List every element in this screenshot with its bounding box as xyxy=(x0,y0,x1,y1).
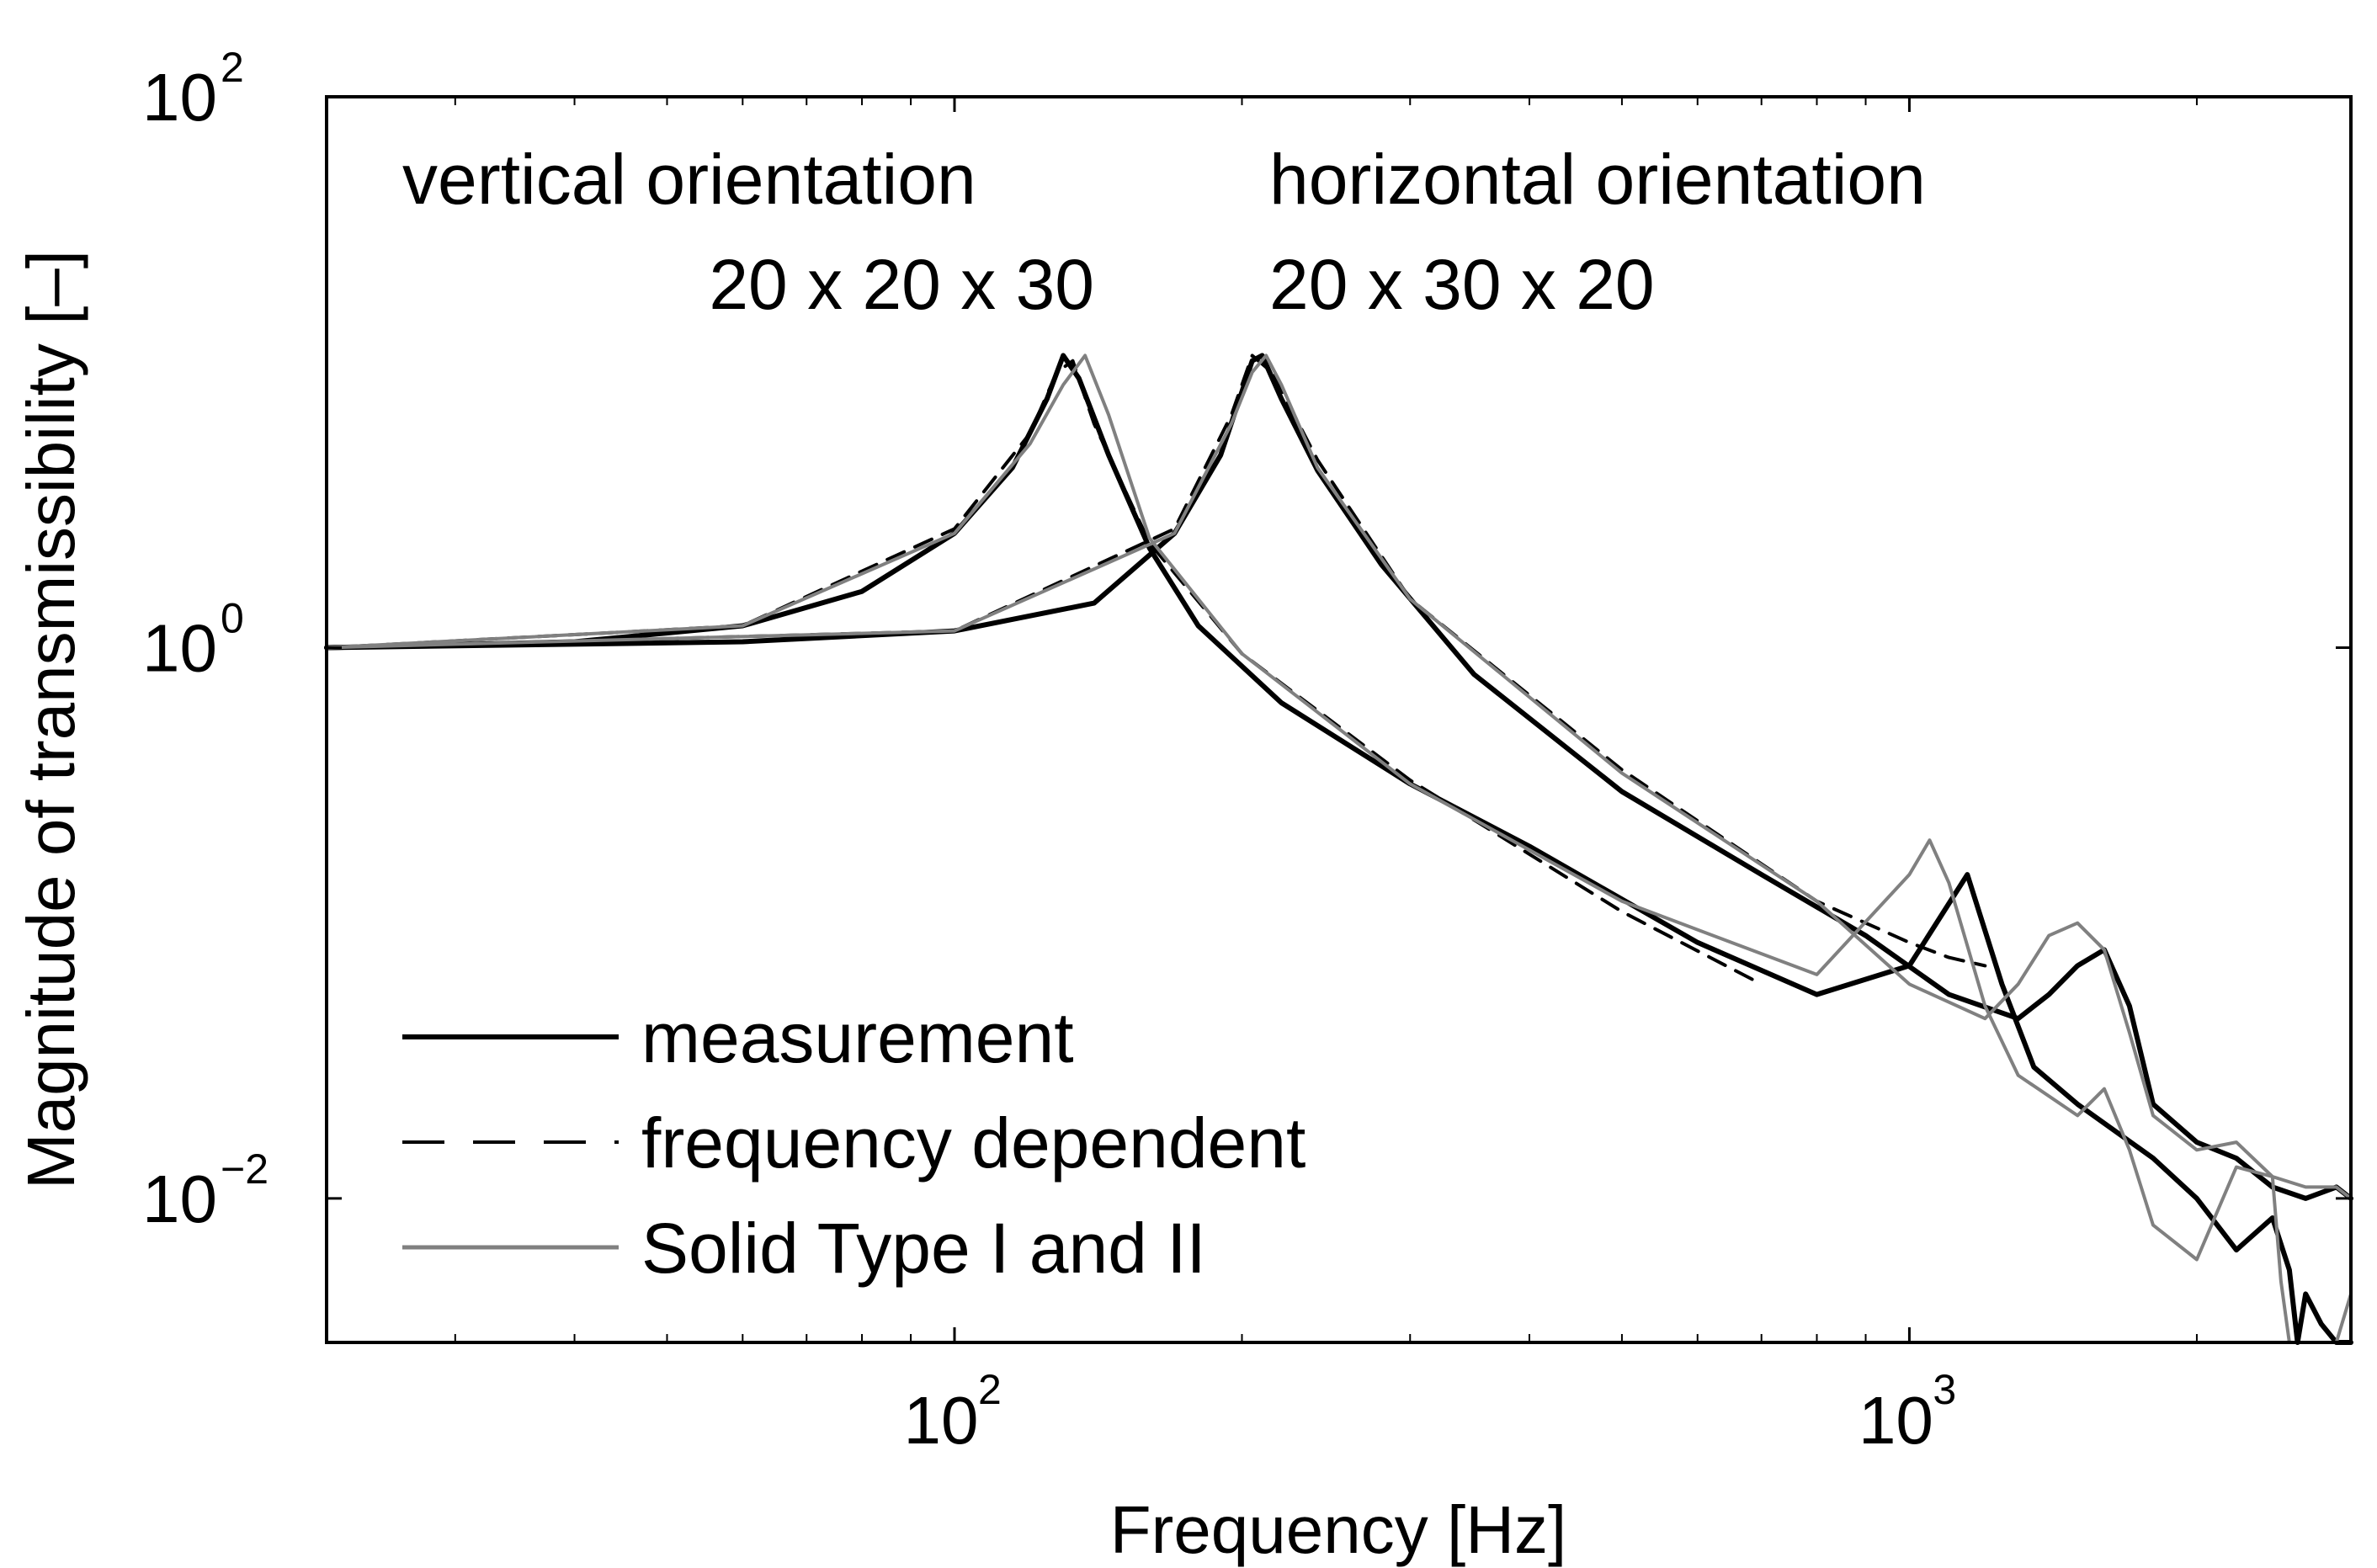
plot-area-frame xyxy=(325,95,2353,1344)
x-axis-label: Frequency [Hz] xyxy=(1110,1492,1566,1567)
x-tick-label: 10 xyxy=(903,1383,978,1458)
series-line-frequency-dependent-vertical xyxy=(325,359,1763,986)
ticks-layer: 10 2 10 310 210 010 −2 xyxy=(142,44,2351,1458)
y-tick-label: 10 xyxy=(142,610,217,685)
y-tick-label: 10 xyxy=(142,1161,217,1236)
series-line-solid-type-i-and-ii-horizontal xyxy=(325,353,2353,1200)
x-tick-label: 10 xyxy=(1859,1383,1933,1458)
y-tick-label: 10 xyxy=(142,60,217,135)
y-axis-label: Magnitude of transmissibility [–] xyxy=(13,250,88,1189)
annotation-horizontal-dims: 20 x 30 x 20 xyxy=(1269,245,1655,324)
y-tick-label-exponent: −2 xyxy=(221,1145,269,1193)
legend-label-frequency-dependent: frequency dependent xyxy=(641,1103,1305,1183)
series-line-frequency-dependent-horizontal xyxy=(325,353,1987,968)
y-tick-label-exponent: 2 xyxy=(221,44,244,91)
annotation-horizontal-orientation: horizontal orientation xyxy=(1269,140,1926,219)
series-layer xyxy=(324,353,2353,1345)
annotation-vertical-dims: 20 x 20 x 30 xyxy=(709,245,1094,324)
legend-label-solid-type: Solid Type I and II xyxy=(641,1209,1206,1288)
series-line-measurement-horizontal xyxy=(324,353,2353,1201)
annotation-vertical-orientation: vertical orientation xyxy=(402,140,976,219)
legend-label-measurement: measurement xyxy=(641,998,1074,1077)
legend: measurement frequency dependent Solid Ty… xyxy=(402,998,1305,1288)
y-tick-label-exponent: 0 xyxy=(221,594,244,641)
x-tick-label-exponent: 2 xyxy=(978,1366,1002,1413)
x-tick-label-exponent: 3 xyxy=(1933,1366,1956,1413)
series-line-solid-type-i-and-ii-vertical xyxy=(325,353,2353,1344)
